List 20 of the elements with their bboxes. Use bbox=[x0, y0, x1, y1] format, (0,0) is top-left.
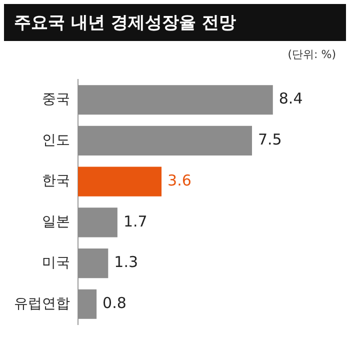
data-label: 8.4 bbox=[278, 90, 303, 108]
data-label: 7.5 bbox=[258, 130, 282, 149]
data-label: 3.6 bbox=[168, 171, 192, 190]
bar bbox=[78, 126, 252, 156]
y-tick-label: 미국 bbox=[42, 254, 70, 271]
bar bbox=[78, 208, 118, 238]
y-tick-label: 인도 bbox=[42, 132, 70, 148]
data-label: 0.8 bbox=[102, 294, 126, 312]
bar bbox=[78, 289, 97, 319]
y-tick-label: 한국 bbox=[42, 173, 70, 190]
bar bbox=[78, 248, 108, 278]
chart-title: 주요국 내년 경제성장율 전망 bbox=[4, 4, 346, 41]
text: (단위: %) bbox=[286, 47, 337, 63]
data-label: 1.7 bbox=[123, 212, 148, 230]
y-tick-label: 중국 bbox=[42, 91, 70, 108]
bar bbox=[78, 85, 273, 115]
y-tick-label: 유럽연합 bbox=[14, 296, 70, 312]
y-tick-label: 일본 bbox=[42, 214, 70, 230]
bar bbox=[78, 166, 162, 196]
data-label: 1.3 bbox=[114, 253, 138, 272]
